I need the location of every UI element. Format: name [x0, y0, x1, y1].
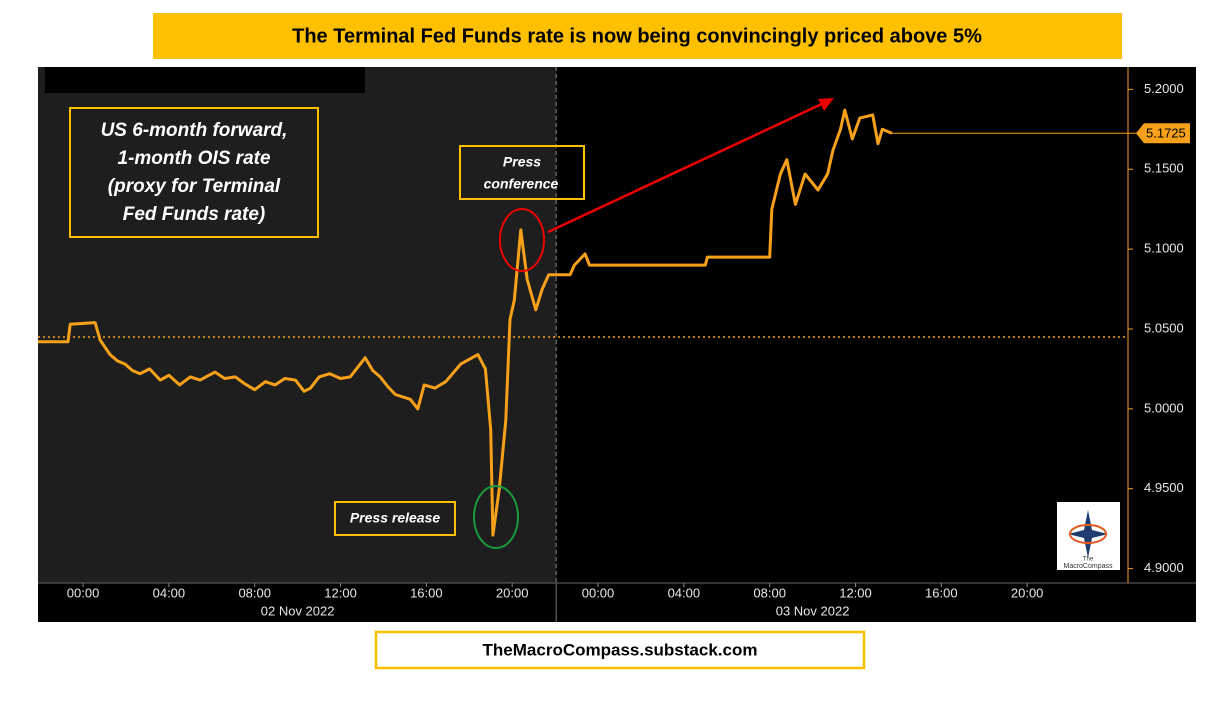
- footer: TheMacroCompass.substack.com: [483, 640, 758, 659]
- title-box: [153, 13, 1122, 59]
- press-conference-box: [459, 145, 585, 200]
- trend-arrow: [547, 100, 827, 234]
- x-tick-label: 16:00: [925, 585, 958, 600]
- x-tick-label: 08:00: [238, 585, 271, 600]
- x-tick-label: 08:00: [753, 585, 786, 600]
- y-tick-label: 4.9000: [1144, 560, 1184, 575]
- y-tick-label: 5.1500: [1144, 161, 1184, 176]
- date-label: 03 Nov 2022: [776, 603, 850, 618]
- press-release-box: [334, 501, 456, 536]
- x-tick-label: 04:00: [668, 585, 701, 600]
- last-value-label: 5.1725: [1146, 126, 1186, 141]
- y-tick-label: 5.2000: [1144, 81, 1184, 96]
- y-tick-label: 5.0500: [1144, 320, 1184, 335]
- x-tick-label: 00:00: [582, 585, 615, 600]
- logo-text: The: [1083, 557, 1094, 563]
- x-tick-label: 12:00: [839, 585, 872, 600]
- logo-star: [1068, 510, 1108, 558]
- x-tick-label: 04:00: [153, 585, 186, 600]
- footer-box: [374, 630, 866, 670]
- note-text: 1-month OIS rate: [117, 148, 271, 169]
- note-box: [69, 107, 319, 238]
- note-text: Fed Funds rate): [123, 204, 266, 225]
- arrow-head: [818, 98, 834, 111]
- logo-text: MacroCompass: [1063, 563, 1113, 570]
- y-tick-label: 5.0000: [1144, 400, 1184, 415]
- x-tick-label: 16:00: [410, 585, 443, 600]
- redacted: [45, 67, 365, 93]
- y-tick-label: 5.1000: [1144, 241, 1184, 256]
- press-release-text: Press release: [350, 510, 441, 526]
- last-value-tag: [1136, 123, 1190, 144]
- chart-title: The Terminal Fed Funds rate is now being…: [292, 25, 982, 47]
- x-tick-label: 20:00: [496, 585, 529, 600]
- x-tick-label: 20:00: [1011, 585, 1044, 600]
- conference-circle: [499, 208, 545, 272]
- release-circle: [473, 485, 519, 549]
- note-text: (proxy for Terminal: [108, 176, 281, 197]
- press-conference-text: Press: [503, 154, 541, 170]
- logo-ring: [1069, 524, 1107, 544]
- x-tick-label: 12:00: [324, 585, 357, 600]
- x-tick-label: 00:00: [67, 585, 100, 600]
- note-text: US 6-month forward,: [101, 120, 288, 141]
- series-line: [38, 108, 893, 537]
- press-conference-text: conference: [484, 176, 559, 192]
- session-shade: [38, 67, 557, 583]
- date-label: 02 Nov 2022: [261, 603, 335, 618]
- y-tick-label: 4.9500: [1144, 480, 1184, 495]
